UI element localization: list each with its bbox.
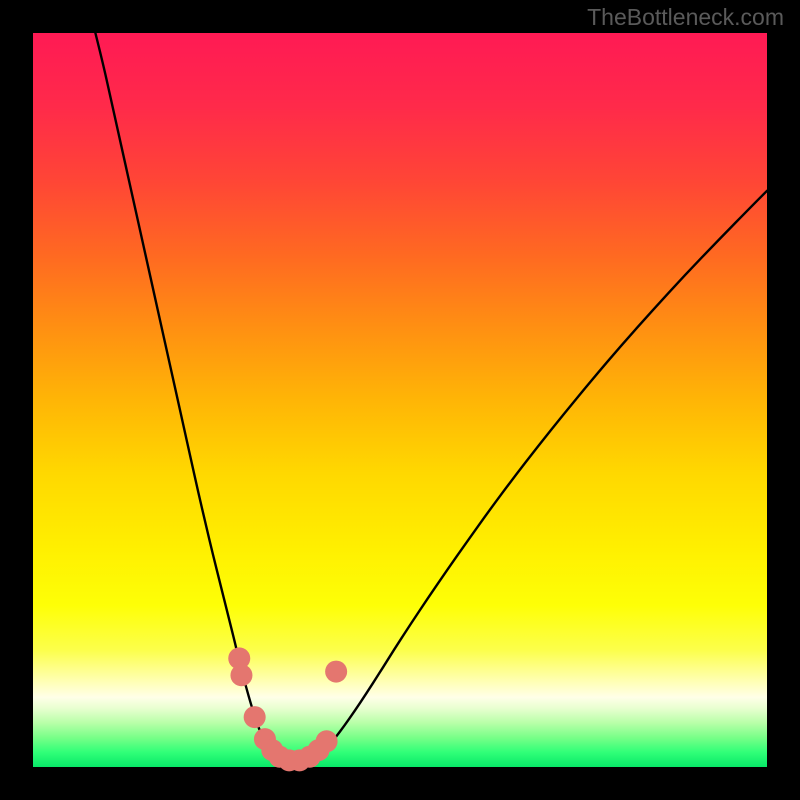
- chart-frame: TheBottleneck.com: [0, 0, 800, 800]
- watermark-text: TheBottleneck.com: [587, 4, 784, 31]
- plot-area: [33, 33, 767, 767]
- marker-point: [230, 664, 252, 686]
- marker-point: [325, 661, 347, 683]
- marker-point: [244, 706, 266, 728]
- marker-point: [316, 730, 338, 752]
- chart-svg: [0, 0, 800, 800]
